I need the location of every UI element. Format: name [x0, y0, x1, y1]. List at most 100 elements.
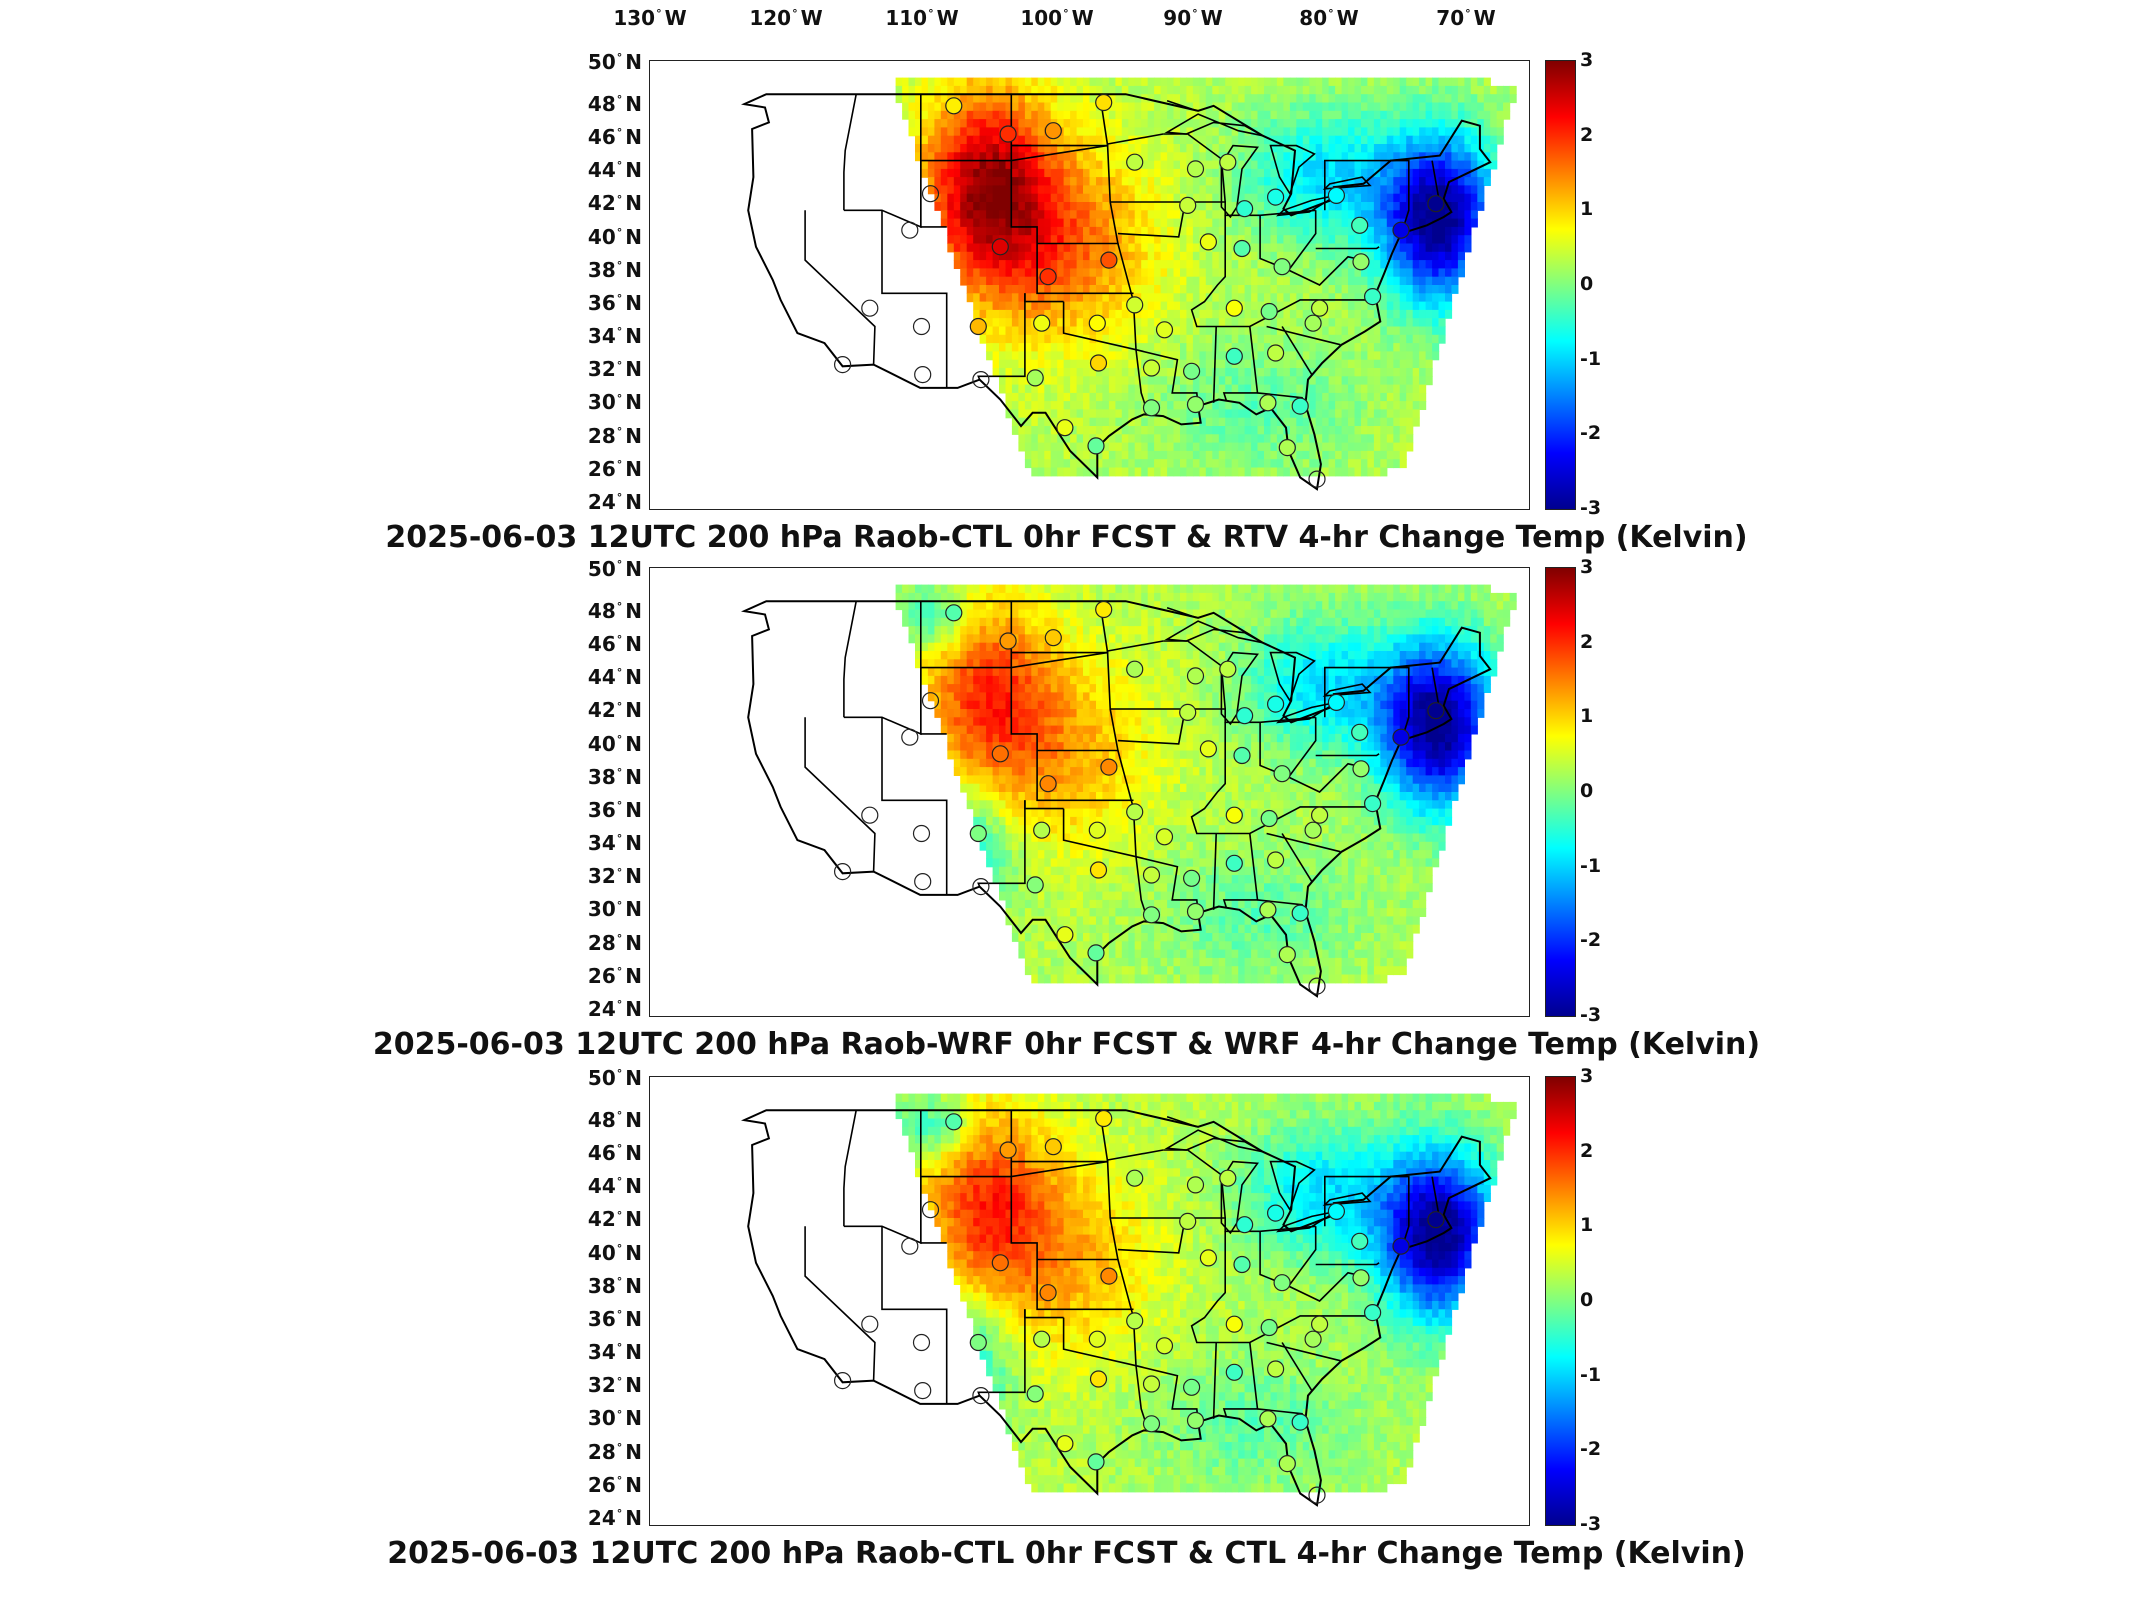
raob-station-marker	[972, 1387, 990, 1405]
raob-station-marker	[1219, 1169, 1237, 1187]
raob-station-marker	[1352, 1269, 1370, 1287]
latitude-hemisphere: N	[625, 124, 642, 149]
latitude-label: 32° N	[588, 1373, 642, 1397]
latitude-label: 36° N	[588, 291, 642, 315]
colorbar-tick-label: 1	[1580, 198, 1594, 221]
colorbar-tick-label: 0	[1580, 780, 1594, 802]
raob-station-marker	[1044, 1138, 1062, 1156]
raob-station-marker	[1087, 944, 1105, 962]
raob-station-marker	[1142, 1415, 1161, 1433]
colorbar-tick-label: 0	[1580, 1289, 1594, 1311]
degree-symbol: °	[792, 7, 798, 21]
temperature-field	[895, 584, 1517, 984]
raob-station-marker	[1044, 122, 1062, 140]
state-border	[1011, 94, 1109, 147]
degree-symbol: °	[616, 458, 623, 472]
latitude-hemisphere: N	[625, 764, 642, 789]
longitude-hemisphere: W	[936, 6, 959, 30]
great-lake-outline	[1275, 1210, 1337, 1233]
latitude-hemisphere: N	[625, 1373, 642, 1398]
map-frame	[649, 60, 1530, 510]
latitude-hemisphere: N	[625, 631, 642, 656]
state-border	[1010, 1110, 1134, 1311]
raob-station-marker	[921, 185, 940, 203]
degree-symbol: °	[616, 259, 623, 273]
state-border	[1107, 133, 1164, 145]
raob-station-marker	[1126, 803, 1144, 821]
latitude-label: 32° N	[588, 864, 642, 888]
state-border	[881, 210, 948, 388]
raob-station-marker	[1363, 1304, 1382, 1322]
latitude-label: 44° N	[588, 665, 642, 689]
latitude-degree: 48	[587, 91, 616, 116]
colorbar-tick-label: -3	[1580, 1513, 1602, 1535]
latitude-label: 38° N	[588, 765, 642, 789]
state-border	[1024, 293, 1064, 303]
raob-station-marker	[1126, 660, 1144, 678]
degree-symbol: °	[616, 225, 623, 239]
raob-station-marker	[1179, 703, 1197, 721]
raob-station-marker	[991, 238, 1009, 256]
state-border	[843, 1110, 857, 1227]
latitude-label: 24° N	[588, 1506, 642, 1530]
raob-station-marker	[1142, 399, 1161, 417]
latitude-label: 30° N	[588, 1406, 642, 1430]
state-border	[1166, 100, 1198, 112]
raob-station-marker	[1427, 702, 1445, 720]
raob-station-marker	[1327, 1202, 1346, 1220]
state-border	[1257, 392, 1303, 399]
raob-station-marker	[901, 221, 919, 239]
raob-station-marker	[945, 1113, 963, 1131]
map-frame	[649, 1076, 1530, 1526]
colorbar	[1545, 1076, 1576, 1526]
raob-station-marker	[1155, 828, 1174, 846]
raob-station-marker	[972, 371, 990, 389]
latitude-degree: 46	[587, 631, 616, 656]
state-border	[920, 144, 1119, 245]
raob-station-marker	[1260, 1318, 1278, 1337]
degree-symbol: °	[616, 93, 623, 107]
latitude-hemisphere: N	[625, 731, 642, 756]
state-border	[1222, 833, 1259, 909]
raob-station-marker	[1351, 1232, 1369, 1250]
raob-station-marker	[1308, 977, 1326, 995]
raob-station-marker	[1182, 1378, 1201, 1396]
colorbar-tick-label: 3	[1580, 1065, 1594, 1087]
state-border	[1110, 201, 1187, 238]
raob-station-marker	[1291, 397, 1309, 415]
latitude-label: 30° N	[588, 390, 642, 414]
raob-station-marker	[1088, 314, 1106, 332]
raob-station-marker	[1142, 866, 1161, 884]
raob-station-marker	[1225, 347, 1243, 365]
raob-station-marker	[912, 824, 931, 843]
raob-station-marker	[1225, 806, 1243, 824]
latitude-hemisphere: N	[625, 1472, 642, 1497]
latitude-hemisphere: N	[625, 797, 642, 822]
state-border	[1288, 762, 1356, 793]
degree-symbol: °	[616, 424, 623, 438]
raob-station-marker	[1088, 1330, 1106, 1348]
state-border	[1024, 800, 1064, 810]
colorbar	[1545, 60, 1576, 510]
longitude-degree: 80	[1299, 6, 1328, 30]
raob-station-marker	[861, 299, 879, 317]
raob-station-marker	[1327, 186, 1346, 204]
state-border	[920, 160, 947, 228]
state-border	[1110, 708, 1187, 745]
latitude-label: 48° N	[588, 92, 642, 116]
raob-station-marker	[1186, 1411, 1205, 1430]
raob-station-marker	[1033, 821, 1051, 839]
raob-station-marker	[999, 125, 1017, 143]
state-border	[1431, 667, 1440, 705]
latitude-degree: 40	[587, 1240, 616, 1265]
degree-symbol: °	[1328, 7, 1334, 21]
latitude-hemisphere: N	[625, 831, 642, 856]
longitude-hemisphere: W	[664, 6, 687, 30]
latitude-degree: 42	[587, 191, 616, 216]
latitude-degree: 40	[587, 224, 616, 249]
latitude-degree: 38	[587, 764, 616, 789]
raob-station-marker	[1179, 1212, 1197, 1230]
latitude-degree: 32	[587, 1373, 616, 1398]
latitude-degree: 24	[587, 490, 616, 514]
latitude-hemisphere: N	[625, 1107, 642, 1132]
